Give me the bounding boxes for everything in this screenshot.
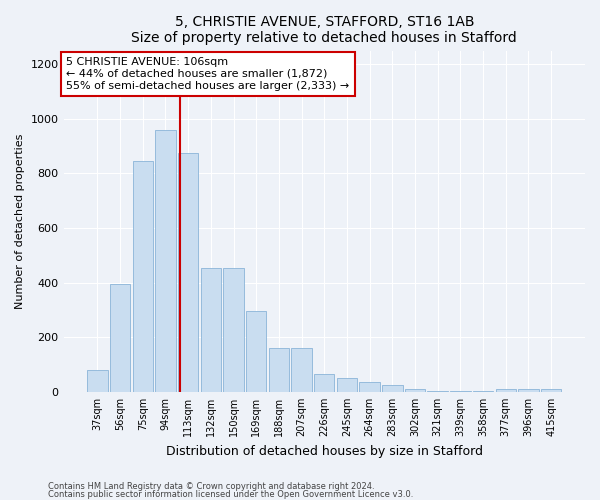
Bar — [110, 284, 130, 392]
Bar — [314, 374, 334, 392]
Text: Contains public sector information licensed under the Open Government Licence v3: Contains public sector information licen… — [48, 490, 413, 499]
Bar — [200, 268, 221, 392]
Bar — [337, 378, 357, 392]
Bar — [427, 390, 448, 392]
Bar — [496, 389, 516, 392]
Bar — [382, 385, 403, 392]
Bar — [450, 390, 470, 392]
Bar — [405, 389, 425, 392]
Y-axis label: Number of detached properties: Number of detached properties — [15, 134, 25, 309]
Bar — [518, 389, 539, 392]
Bar — [133, 161, 153, 392]
Text: Contains HM Land Registry data © Crown copyright and database right 2024.: Contains HM Land Registry data © Crown c… — [48, 482, 374, 491]
Bar — [292, 348, 312, 392]
Bar — [541, 389, 561, 392]
Bar — [155, 130, 176, 392]
X-axis label: Distribution of detached houses by size in Stafford: Distribution of detached houses by size … — [166, 444, 483, 458]
Title: 5, CHRISTIE AVENUE, STAFFORD, ST16 1AB
Size of property relative to detached hou: 5, CHRISTIE AVENUE, STAFFORD, ST16 1AB S… — [131, 15, 517, 45]
Bar — [223, 268, 244, 392]
Bar — [178, 153, 199, 392]
Bar — [359, 382, 380, 392]
Bar — [473, 390, 493, 392]
Text: 5 CHRISTIE AVENUE: 106sqm
← 44% of detached houses are smaller (1,872)
55% of se: 5 CHRISTIE AVENUE: 106sqm ← 44% of detac… — [66, 58, 349, 90]
Bar — [87, 370, 107, 392]
Bar — [269, 348, 289, 392]
Bar — [246, 312, 266, 392]
